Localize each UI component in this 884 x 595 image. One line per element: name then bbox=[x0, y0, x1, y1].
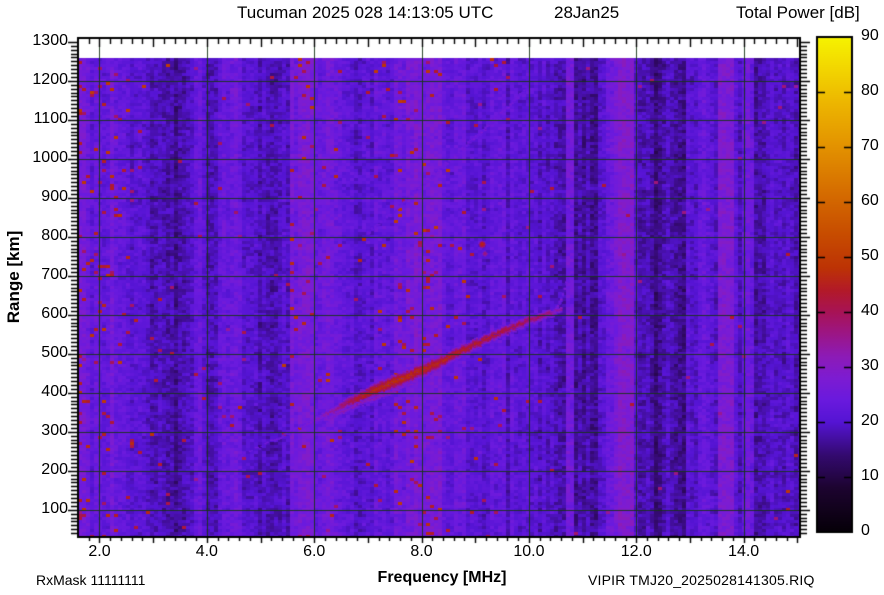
colorbar-tick-label: 40 bbox=[861, 302, 879, 319]
y-tick-label: 400 bbox=[41, 382, 68, 400]
x-tick-label: 6.0 bbox=[303, 543, 326, 560]
y-tick-label: 200 bbox=[41, 460, 68, 478]
x-tick-label: 14.0 bbox=[728, 543, 760, 560]
y-tick-label: 100 bbox=[41, 499, 68, 517]
plot-date: 28Jan25 bbox=[554, 3, 620, 22]
colorbar-tick-label: 60 bbox=[861, 192, 879, 209]
colorbar-tick-label: 20 bbox=[861, 412, 879, 429]
colorbar-tick-label: 0 bbox=[861, 522, 870, 539]
x-tick-label: 12.0 bbox=[620, 543, 652, 560]
rx-mask-label: RxMask 11111111 bbox=[36, 572, 146, 588]
x-tick-label: 2.0 bbox=[88, 543, 111, 560]
y-tick-label: 1300 bbox=[32, 31, 68, 49]
x-tick-label: 10.0 bbox=[513, 543, 545, 560]
colorbar-tick-label: 70 bbox=[861, 137, 879, 154]
colorbar-tick-label: 90 bbox=[861, 27, 879, 44]
y-tick-label: 900 bbox=[41, 187, 68, 205]
colorbar-tick-label: 80 bbox=[861, 82, 879, 99]
y-tick-label: 1200 bbox=[32, 70, 68, 88]
y-tick-label: 500 bbox=[41, 343, 68, 361]
x-tick-label: 8.0 bbox=[410, 543, 433, 560]
y-tick-label: 300 bbox=[41, 421, 68, 439]
y-tick-label: 700 bbox=[41, 265, 68, 283]
plot-title: Tucuman 2025 028 14:13:05 UTC bbox=[237, 3, 494, 22]
y-tick-label: 1000 bbox=[32, 148, 68, 166]
x-axis-title: Frequency [MHz] bbox=[377, 569, 507, 586]
colorbar-title: Total Power [dB] bbox=[736, 3, 860, 22]
colorbar-tick-label: 10 bbox=[861, 467, 879, 484]
y-tick-label: 1100 bbox=[33, 109, 68, 127]
x-tick-label: 4.0 bbox=[195, 543, 218, 560]
y-tick-label: 600 bbox=[41, 304, 68, 322]
y-tick-label: 800 bbox=[41, 226, 68, 244]
colorbar-tick-label: 50 bbox=[861, 247, 879, 264]
colorbar-tick-label: 30 bbox=[861, 357, 879, 374]
data-file-label: VIPIR TMJ20_2025028141305.RIQ bbox=[588, 572, 815, 588]
